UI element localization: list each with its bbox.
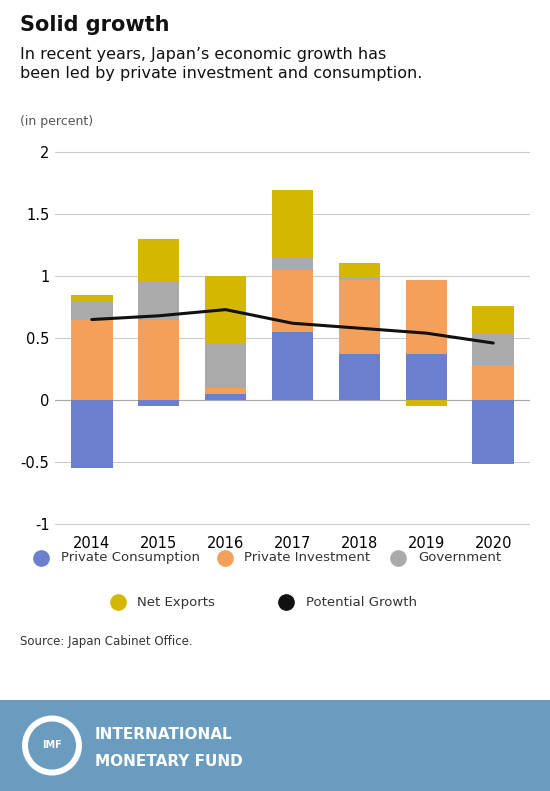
Bar xyxy=(205,388,246,394)
Text: Net Exports: Net Exports xyxy=(138,596,215,609)
Bar xyxy=(205,344,246,388)
Bar xyxy=(272,190,313,258)
Bar xyxy=(472,335,514,365)
Bar xyxy=(272,332,313,400)
Bar xyxy=(71,301,113,320)
Text: (in percent): (in percent) xyxy=(20,115,93,128)
Bar xyxy=(272,258,313,270)
Bar xyxy=(339,263,380,278)
Bar xyxy=(138,320,179,400)
Text: Source: Japan Cabinet Office.: Source: Japan Cabinet Office. xyxy=(20,635,192,649)
Text: Solid growth: Solid growth xyxy=(20,15,169,35)
Bar xyxy=(472,306,514,335)
Bar xyxy=(71,295,113,301)
Bar xyxy=(272,270,313,332)
Bar xyxy=(472,400,514,464)
Bar xyxy=(405,280,447,354)
Bar xyxy=(71,320,113,400)
Text: INTERNATIONAL: INTERNATIONAL xyxy=(95,727,233,742)
Text: MONETARY FUND: MONETARY FUND xyxy=(95,755,243,770)
Text: Private Investment: Private Investment xyxy=(244,551,371,564)
Text: In recent years, Japan’s economic growth has
been led by private investment and : In recent years, Japan’s economic growth… xyxy=(20,47,422,81)
Bar xyxy=(405,354,447,400)
Bar xyxy=(138,282,179,320)
Bar xyxy=(472,365,514,400)
Bar xyxy=(339,278,380,280)
Text: IMF: IMF xyxy=(42,740,62,751)
Bar xyxy=(71,400,113,468)
Text: Private Consumption: Private Consumption xyxy=(61,551,200,564)
Circle shape xyxy=(22,716,82,775)
Bar xyxy=(205,394,246,400)
FancyBboxPatch shape xyxy=(0,700,550,791)
Bar xyxy=(339,280,380,354)
Text: Potential Growth: Potential Growth xyxy=(306,596,416,609)
Text: Government: Government xyxy=(418,551,501,564)
Bar xyxy=(205,276,246,344)
Bar xyxy=(339,354,380,400)
Circle shape xyxy=(28,721,76,770)
Bar xyxy=(405,400,447,407)
Bar xyxy=(138,239,179,282)
Bar xyxy=(138,400,179,407)
